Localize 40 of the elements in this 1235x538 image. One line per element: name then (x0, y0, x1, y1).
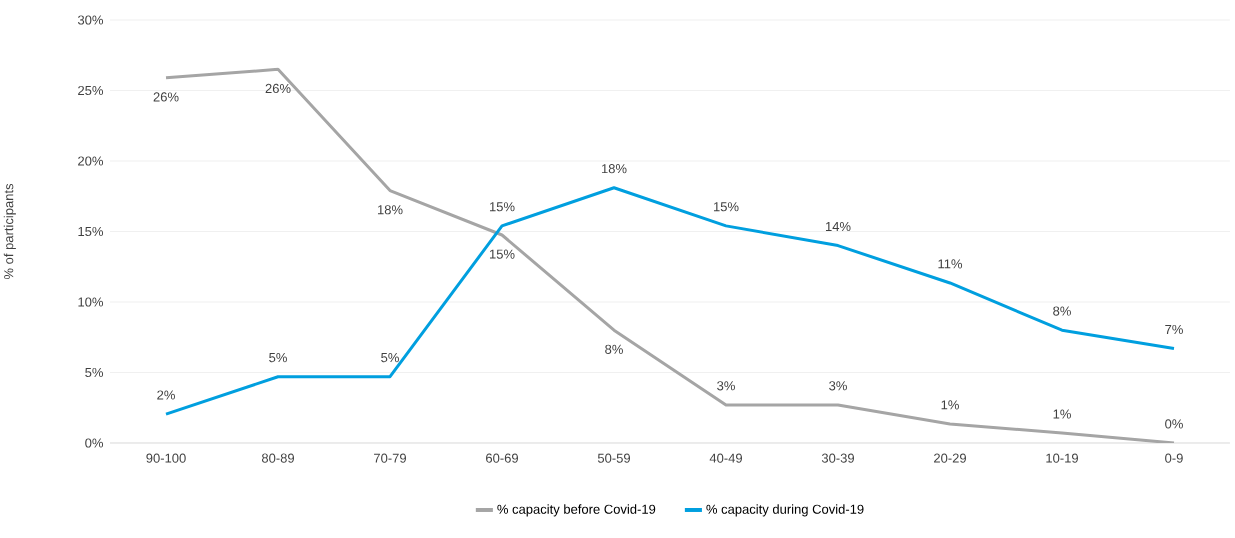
data-label: 7% (1165, 324, 1183, 334)
y-tick-label: 0% (85, 438, 104, 448)
x-tick-label: 40-49 (709, 453, 743, 463)
y-tick-label: 20% (78, 156, 104, 166)
legend-label: % capacity during Covid-19 (706, 504, 864, 517)
y-tick-label: 15% (78, 226, 104, 237)
x-tick-label: 10-19 (1046, 453, 1078, 463)
data-label: 8% (605, 344, 623, 354)
data-label: 0% (1165, 419, 1183, 429)
x-tick-label: 70-79 (374, 453, 407, 463)
y-tick-label: 30% (77, 15, 104, 25)
data-label: 15% (489, 249, 515, 259)
data-label: 18% (601, 164, 627, 174)
data-label: 5% (269, 353, 287, 363)
data-label: 18% (377, 205, 403, 215)
data-label: 26% (265, 83, 291, 94)
data-label: 15% (713, 202, 739, 212)
data-label: 8% (1053, 306, 1071, 316)
x-tick-label: 80-89 (261, 453, 295, 463)
data-label: 2% (157, 390, 175, 400)
data-label: 3% (829, 381, 847, 391)
y-axis-title: % of participants (3, 183, 16, 280)
legend-label: % capacity before Covid-19 (497, 504, 656, 517)
data-label: 15% (489, 202, 515, 212)
x-tick-label: 20-29 (934, 453, 966, 463)
data-label: 5% (381, 353, 399, 363)
x-tick-label: 0-9 (1165, 453, 1183, 463)
x-tick-label: 90-100 (146, 453, 186, 463)
data-label: 11% (938, 259, 963, 269)
x-tick-label: 60-69 (486, 453, 519, 463)
data-label: 14% (825, 221, 851, 232)
x-tick-label: 50-59 (597, 453, 631, 463)
data-label: 26% (153, 92, 179, 102)
y-tick-label: 5% (85, 367, 104, 378)
y-tick-label: 10% (78, 297, 104, 307)
data-label: 1% (941, 400, 959, 410)
data-label: 1% (1053, 409, 1071, 419)
y-tick-label: 25% (78, 85, 104, 96)
x-tick-label: 30-39 (821, 453, 854, 463)
data-label: 3% (717, 381, 735, 391)
